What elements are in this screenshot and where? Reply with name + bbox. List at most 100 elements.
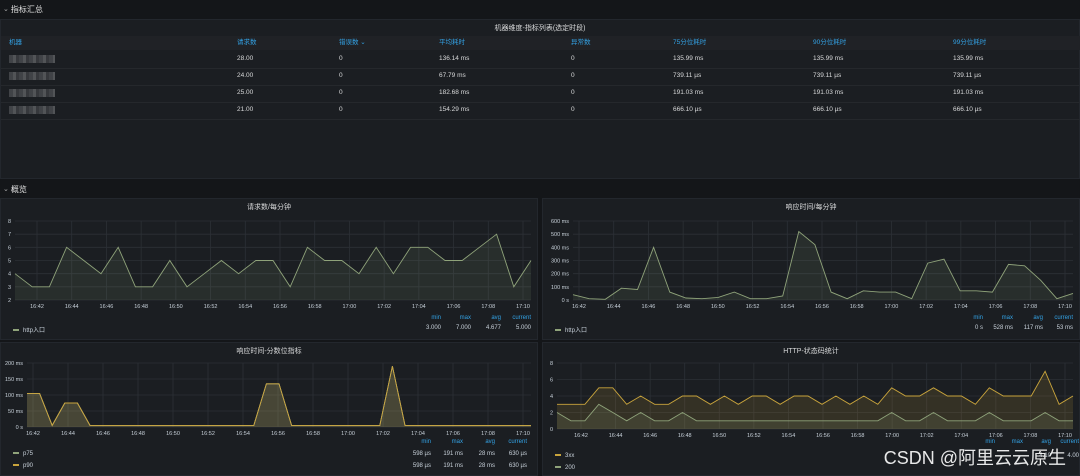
x-tick-label: 16:56 [815,304,829,310]
table-cell: 154.29 ms [439,106,470,113]
redacted-hostname [9,106,55,114]
legend-col-header[interactable]: min [985,439,995,445]
legend-col-header[interactable]: max [459,315,471,321]
x-tick-label: 17:06 [989,304,1003,310]
table-cell: 739.11 µs [673,72,702,79]
x-tick-label: 17:02 [377,304,391,310]
y-tick-label: 8 [8,219,11,225]
legend-header: min max avg current [401,315,601,323]
x-tick-label: 16:50 [711,304,725,310]
legend-col-header[interactable]: current [1054,315,1073,321]
legend-col-header[interactable]: avg [1041,439,1051,445]
legend-label: 3xx [565,453,575,459]
legend-stat-value: 4.677 [485,325,501,331]
legend-item[interactable]: http入口 [13,325,45,334]
x-tick-label: 17:06 [447,304,461,310]
legend-stat-value: 5.000 [515,325,531,331]
y-tick-label: 7 [8,232,11,238]
x-tick-label: 16:50 [166,431,180,437]
x-tick-label: 17:08 [481,431,495,437]
x-tick-label: 16:44 [609,433,623,439]
x-tick-label: 17:00 [343,304,357,310]
legend-stat-value: 598 µs [412,451,431,457]
legend-col-header[interactable]: max [1001,315,1013,321]
column-header[interactable]: 99分位耗时 [953,39,987,46]
column-header[interactable]: 90分位耗时 [813,39,847,46]
legend-col-header[interactable]: min [431,315,441,321]
x-tick-label: 17:04 [412,304,426,310]
column-header[interactable]: 异常数 [571,39,591,46]
legend-col-header[interactable]: avg [491,315,501,321]
legend-item[interactable]: 3xx [555,453,574,459]
legend-stats: 4.10 4.00 [955,453,1080,461]
y-tick-label: 6 [550,378,553,384]
legend-col-header[interactable]: current [512,315,531,321]
x-tick-label: 16:52 [201,431,215,437]
x-tick-label: 16:58 [308,304,322,310]
legend-item[interactable]: p90 [13,463,33,469]
legend-item[interactable]: 200 [555,465,575,471]
watermark: CSDN @阿里云云原生 [883,448,1066,468]
legend-col-header[interactable]: min [421,439,431,445]
table-cell: 135.99 ms [813,55,844,62]
x-tick-label: 16:48 [678,433,692,439]
x-tick-label: 17:06 [446,431,460,437]
series-line [572,230,1074,300]
panel-title: HTTP-状态码统计 [783,348,839,355]
section-header-summary[interactable]: ⌄ 指标汇总 [0,0,1080,18]
chevron-down-icon: ⌄ [3,6,9,13]
legend-col-header[interactable]: avg [485,439,495,445]
table-row: 25.00 0 182.68 ms 0 191.03 ms 191.03 ms 191.03… [1,85,1080,103]
series-line [557,370,1074,405]
table-cell: 739.11 µs [953,72,982,79]
column-header[interactable]: 错误数 ⌄ [339,39,366,46]
legend-stat-value: 53 ms [1056,325,1073,331]
legend-stat-value: 117 ms [1023,325,1043,331]
table-row: 24.00 0 67.79 ms 0 739.11 µs 739.11 µs 739.11 … [1,68,1080,86]
legend-swatch [13,329,19,332]
x-tick-label: 16:58 [850,304,864,310]
legend-col-header[interactable]: max [451,439,463,445]
section-header-overview[interactable]: ⌄ 概览 [0,180,1080,198]
x-tick-label: 16:54 [236,431,250,437]
x-tick-label: 16:56 [271,431,285,437]
x-tick-label: 17:10 [516,304,530,310]
y-tick-label: 100 ms [5,393,23,399]
series-area [27,366,531,427]
legend-col-header[interactable]: current [508,439,527,445]
legend-stat-value: 598 µs [412,463,431,469]
legend-col-header[interactable]: current [1060,439,1079,445]
x-tick-label: 17:04 [954,433,968,439]
chart-svg: 0 s 50 ms 100 ms 150 ms 200 ms 16:42 16:44 16:4… [5,361,531,437]
column-header[interactable]: 平均耗时 [439,39,465,46]
legend-col-header[interactable]: min [973,315,983,321]
x-tick-label: 16:48 [676,304,690,310]
x-tick-label: 17:10 [1058,433,1072,439]
section-title: 指标汇总 [10,4,43,14]
series-area [15,234,531,300]
table-cell: 0 [339,72,343,79]
y-tick-label: 500 ms [551,232,569,238]
x-tick-label: 16:44 [61,431,75,437]
y-tick-label: 50 ms [8,409,23,415]
table-cell: 0 [339,106,343,113]
table-cell: 21.00 [237,106,254,113]
x-tick-label: 17:10 [516,431,530,437]
column-header[interactable]: 机器 [9,39,22,46]
legend-stat-value: 630 µs [508,463,527,469]
legend-col-header[interactable]: max [1011,439,1023,445]
x-tick-label: 17:06 [989,433,1003,439]
legend-item[interactable]: http入口 [555,325,587,334]
legend-item[interactable]: p75 [13,451,33,457]
column-header[interactable]: 请求数 [237,39,257,46]
legend-swatch [555,454,561,457]
x-tick-label: 16:58 [306,431,320,437]
column-header[interactable]: 75分位耗时 [673,39,707,46]
table-cell: 25.00 [237,89,254,96]
table-cell: 135.99 ms [673,55,704,62]
legend-stat-value: 4.10 [1039,453,1051,459]
x-tick-label: 16:50 [712,433,726,439]
legend-header: min max avg current [955,439,1080,447]
legend-col-header[interactable]: avg [1033,315,1043,321]
x-tick-label: 16:42 [30,304,44,310]
